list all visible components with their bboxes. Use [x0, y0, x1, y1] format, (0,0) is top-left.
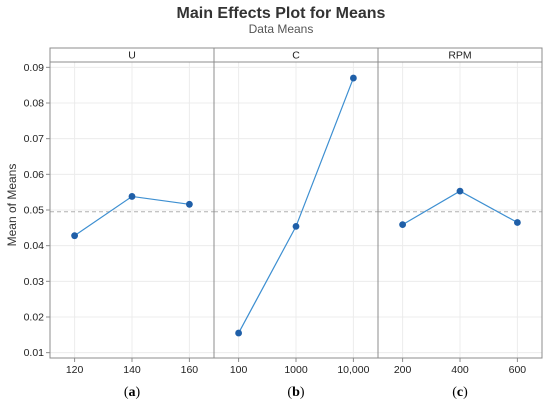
data-point [399, 221, 406, 229]
chart-subtitle: Data Means [249, 22, 314, 36]
x-tick-label: 200 [394, 364, 412, 376]
y-tick-label: 0.06 [24, 169, 45, 181]
y-tick-label: 0.03 [24, 276, 45, 288]
panel-strip-label: U [128, 50, 136, 62]
y-tick-label: 0.07 [24, 133, 45, 145]
x-tick-label: 160 [181, 364, 199, 376]
data-point [350, 74, 357, 82]
panel-strip-label: RPM [448, 50, 471, 62]
panel-caption-letter: b [292, 385, 300, 400]
panel-caption: (c) [452, 385, 468, 400]
y-tick-label: 0.08 [24, 98, 45, 110]
x-tick-label: 140 [123, 364, 141, 376]
data-point [514, 219, 521, 226]
y-tick-label: 0.02 [24, 311, 45, 323]
y-tick-label: 0.09 [24, 62, 45, 74]
panel-caption: (a) [124, 385, 141, 400]
data-point [186, 200, 193, 208]
y-tick-label: 0.01 [24, 347, 45, 359]
x-tick-label: 600 [509, 364, 527, 376]
y-axis-label: Mean of Means [5, 164, 19, 247]
x-tick-label: 1000 [284, 364, 308, 376]
data-point [456, 187, 464, 195]
x-tick-label: 400 [451, 364, 469, 376]
x-tick-label: 10,000 [337, 364, 369, 376]
y-tick-label: 0.04 [24, 240, 45, 252]
plot-area: 0.01 0.02 0.03 0.04 0.05 0.06 0.07 0.08 0.09 U 120… [24, 47, 543, 400]
panel-caption-letter: a [129, 385, 136, 400]
x-tick-label: 120 [66, 364, 84, 376]
x-tick-label: 100 [230, 364, 248, 376]
panel-caption-letter: c [457, 385, 463, 400]
data-point [235, 329, 243, 337]
y-tick-label: 0.05 [24, 205, 45, 217]
chart-title: Main Effects Plot for Means [177, 5, 386, 22]
data-point [128, 193, 136, 200]
panel-caption: (b) [287, 385, 304, 400]
data-point [71, 232, 78, 240]
data-point [292, 223, 300, 230]
panel-strip-label: C [292, 50, 300, 62]
